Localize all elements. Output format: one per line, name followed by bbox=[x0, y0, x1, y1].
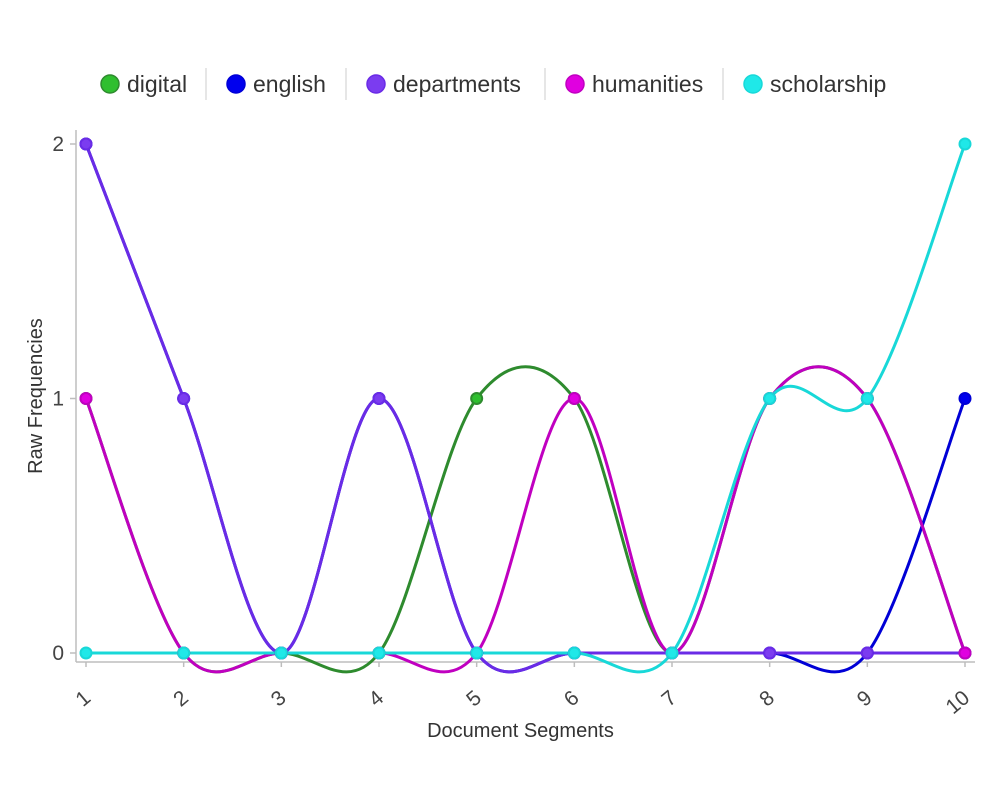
data-point-humanities[interactable] bbox=[567, 392, 581, 405]
legend-item-scholarship[interactable]: scholarship bbox=[743, 71, 886, 97]
x-tick-label: 2 bbox=[169, 686, 193, 711]
x-tick-label: 7 bbox=[657, 686, 681, 711]
data-point-scholarship[interactable] bbox=[274, 646, 288, 660]
legend-marker-humanities bbox=[565, 74, 585, 94]
data-point-scholarship[interactable] bbox=[567, 646, 581, 660]
y-tick-label: 1 bbox=[52, 388, 64, 411]
x-tick-label: 3 bbox=[267, 686, 291, 711]
x-tick-label: 5 bbox=[462, 686, 486, 711]
data-point-departments[interactable] bbox=[860, 646, 874, 660]
data-point-scholarship[interactable] bbox=[470, 646, 484, 660]
legend-marker-departments bbox=[366, 74, 386, 94]
x-tick-label: 8 bbox=[755, 686, 779, 711]
data-point-scholarship[interactable] bbox=[372, 646, 386, 660]
legend-marker-english bbox=[226, 74, 246, 94]
data-point-english[interactable] bbox=[958, 392, 972, 405]
legend-item-digital[interactable]: digital bbox=[100, 71, 187, 97]
x-tick-label: 9 bbox=[853, 686, 877, 711]
legend-item-english[interactable]: english bbox=[226, 71, 326, 97]
y-ticks: 0 1 2 bbox=[52, 133, 76, 665]
data-point-humanities[interactable] bbox=[958, 646, 972, 660]
legend-item-humanities[interactable]: humanities bbox=[565, 71, 703, 97]
series-line-humanities bbox=[84, 365, 967, 674]
legend-label-english: english bbox=[253, 71, 326, 97]
series-line-digital bbox=[84, 365, 967, 674]
series-lines bbox=[84, 142, 967, 674]
y-tick-label: 2 bbox=[52, 133, 64, 156]
x-tick-label: 1 bbox=[71, 686, 95, 711]
series-points bbox=[79, 137, 972, 660]
data-point-scholarship[interactable] bbox=[958, 137, 972, 151]
data-point-departments[interactable] bbox=[763, 646, 777, 660]
data-point-scholarship[interactable] bbox=[860, 392, 874, 405]
legend-marker-digital bbox=[100, 74, 120, 94]
data-point-digital[interactable] bbox=[470, 392, 484, 405]
data-point-scholarship[interactable] bbox=[763, 392, 777, 405]
x-axis-title: Document Segments bbox=[427, 720, 614, 742]
legend-label-humanities: humanities bbox=[592, 71, 703, 97]
data-point-humanities[interactable] bbox=[79, 392, 93, 405]
x-tick-label: 4 bbox=[364, 686, 388, 711]
series-line-scholarship bbox=[84, 142, 967, 674]
legend-label-departments: departments bbox=[393, 71, 521, 97]
legend-item-departments[interactable]: departments bbox=[366, 71, 521, 97]
data-point-scholarship[interactable] bbox=[665, 646, 679, 660]
data-point-departments[interactable] bbox=[79, 137, 93, 151]
data-point-departments[interactable] bbox=[177, 392, 191, 405]
legend-label-digital: digital bbox=[127, 71, 187, 97]
data-point-scholarship[interactable] bbox=[177, 646, 191, 660]
legend: digital english departments humanities schol… bbox=[100, 68, 886, 100]
axes: 012 1 2 3 4 5 6 7 8 9 10 Raw Frequencies Document… bbox=[25, 130, 975, 742]
data-point-scholarship[interactable] bbox=[79, 646, 93, 660]
x-tick-label: 6 bbox=[560, 686, 584, 711]
x-tick-label: 10 bbox=[942, 686, 975, 719]
legend-marker-scholarship bbox=[743, 74, 763, 94]
data-point-departments[interactable] bbox=[372, 392, 386, 405]
y-axis-title: Raw Frequencies bbox=[25, 318, 47, 474]
y-tick-label: 0 bbox=[52, 642, 64, 665]
legend-label-scholarship: scholarship bbox=[770, 71, 886, 97]
